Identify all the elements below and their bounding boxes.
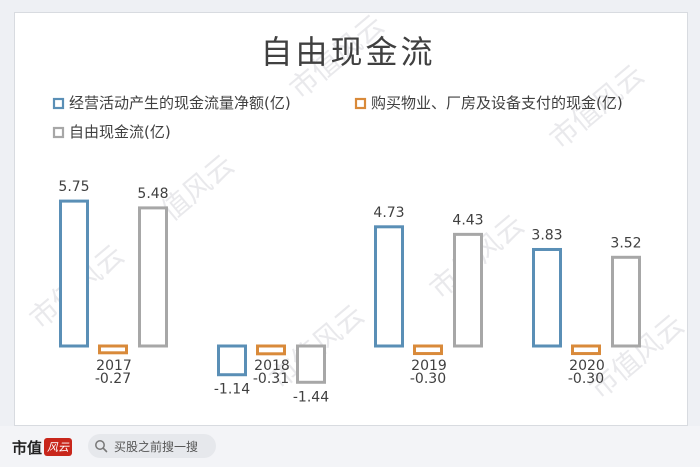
legend-swatch — [52, 126, 65, 139]
bar — [138, 206, 168, 348]
data-label: 4.73 — [373, 205, 404, 221]
data-label: 3.52 — [610, 235, 641, 251]
bar — [571, 344, 601, 356]
legend-label: 自由现金流(亿) — [69, 123, 171, 141]
x-tick-label: 2020 — [569, 358, 605, 374]
data-label: -0.30 — [568, 371, 604, 387]
bar — [217, 344, 247, 377]
bar — [256, 344, 286, 356]
legend: 经营活动产生的现金流量净额(亿) 购买物业、厂房及设备支付的现金(亿) 自由现金流(… — [52, 94, 623, 141]
data-label: 3.83 — [531, 227, 562, 243]
bar — [98, 344, 128, 355]
bar — [611, 255, 641, 348]
data-label: -1.14 — [214, 382, 250, 398]
legend-swatch — [354, 97, 367, 110]
brand-logo[interactable]: 市值 风云 — [12, 434, 73, 460]
bar — [413, 344, 443, 356]
brand-name: 市值 — [12, 438, 43, 457]
search-icon — [88, 439, 114, 453]
chart-frame — [14, 12, 688, 426]
data-label: -0.27 — [95, 371, 131, 387]
search-box[interactable]: 买股之前搜一搜 — [88, 434, 216, 458]
chart-title: 自由现金流 — [260, 33, 435, 71]
data-label: 4.43 — [452, 212, 483, 228]
data-label: -0.30 — [410, 371, 446, 387]
x-tick-label: 2018 — [254, 358, 290, 374]
x-tick-label: 2017 — [96, 358, 132, 374]
bar — [59, 199, 89, 348]
data-label: 5.75 — [58, 179, 89, 195]
x-tick-label: 2019 — [411, 358, 447, 374]
data-label: -1.44 — [293, 389, 329, 405]
data-label: 5.48 — [137, 186, 168, 202]
data-label: -0.31 — [253, 371, 289, 387]
legend-swatch — [52, 97, 65, 110]
search-placeholder: 买股之前搜一搜 — [114, 439, 199, 454]
bar — [453, 232, 483, 348]
legend-label: 经营活动产生的现金流量净额(亿) — [69, 94, 291, 112]
brand-mark: 风云 — [44, 438, 73, 456]
chart: 市值风云市值风云市值风云市值风云市值风云市值风云市值风云 自由现金流 经营活动产… — [23, 33, 651, 406]
bar — [374, 225, 404, 348]
bar — [532, 247, 562, 348]
footer: 市值 风云 买股之前搜一搜 — [0, 426, 700, 467]
bar — [296, 344, 326, 384]
legend-label: 购买物业、厂房及设备支付的现金(亿) — [371, 94, 623, 112]
